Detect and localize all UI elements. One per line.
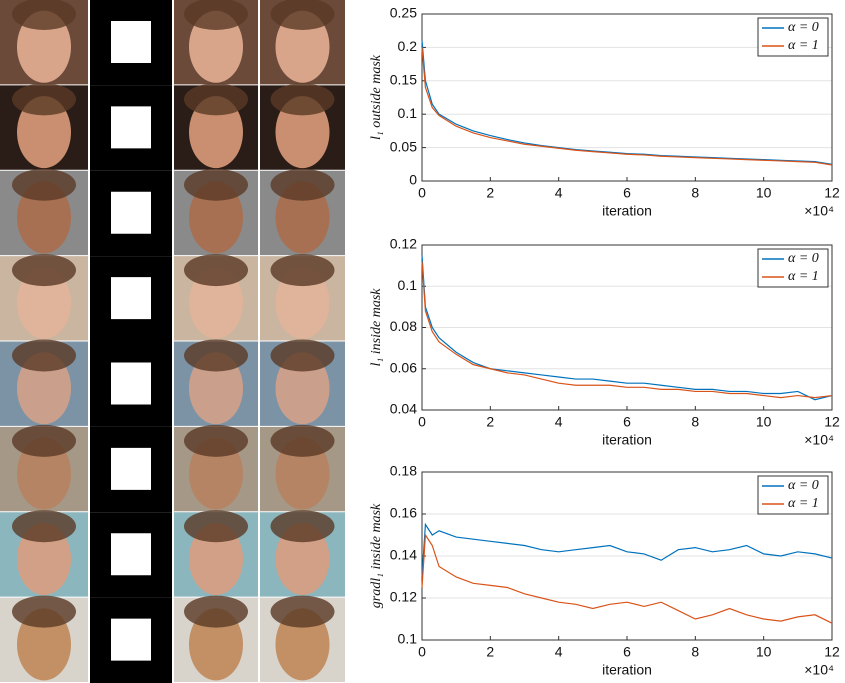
series-line	[422, 41, 832, 165]
y-tick-label: 0.14	[390, 547, 417, 563]
y-tick-label: 0	[409, 172, 417, 188]
mask-hole	[111, 363, 151, 405]
hair	[271, 510, 335, 542]
hair	[184, 596, 248, 628]
x-axis-label: iteration	[602, 203, 652, 219]
y-axis-label: l₁ inside mask	[369, 288, 384, 367]
hair	[271, 340, 335, 372]
series-line	[422, 525, 832, 578]
legend-label: α = 0	[788, 251, 819, 266]
x-axis-label: iteration	[602, 662, 652, 678]
x-tick-label: 2	[486, 414, 494, 430]
y-axis-label: l₁ outside mask	[369, 54, 384, 140]
y-tick-label: 0.1	[398, 277, 418, 293]
legend-label: α = 0	[788, 20, 819, 35]
x-tick-label: 12	[824, 185, 840, 201]
page: 0 0.05 0.1 0.15 0.2 0.25 0 2 4 6 8 10 12 iteration ×10…	[0, 0, 845, 683]
hair	[12, 254, 76, 286]
x-tick-label: 12	[824, 644, 840, 660]
hair	[12, 596, 76, 628]
hair	[184, 83, 248, 115]
x-multiplier: ×10⁴	[804, 432, 834, 448]
hair	[184, 340, 248, 372]
x-tick-label: 6	[623, 185, 631, 201]
series-line	[422, 535, 832, 623]
y-tick-label: 0.1	[398, 631, 418, 647]
y-tick-label: 0.25	[390, 5, 417, 21]
mask-hole	[111, 448, 151, 490]
y-tick-label: 0.18	[390, 463, 417, 479]
x-tick-label: 0	[418, 644, 426, 660]
x-tick-label: 10	[756, 185, 772, 201]
mask-hole	[111, 192, 151, 234]
hair	[271, 596, 335, 628]
x-tick-label: 2	[486, 185, 494, 201]
x-tick-label: 4	[555, 185, 563, 201]
x-tick-label: 6	[623, 644, 631, 660]
x-tick-label: 12	[824, 414, 840, 430]
line-chart: 0.04 0.06 0.08 0.1 0.12 0 2 4 6 8 10 12 iteration ×10…	[369, 236, 840, 448]
y-axis-label: gradl₁ inside mask	[369, 503, 384, 608]
x-tick-label: 0	[418, 414, 426, 430]
x-tick-label: 8	[691, 414, 699, 430]
mask-hole	[111, 277, 151, 319]
hair	[271, 425, 335, 457]
mask-hole	[111, 21, 151, 63]
mask-hole	[111, 533, 151, 575]
hair	[184, 254, 248, 286]
line-chart: 0.1 0.12 0.14 0.16 0.18 0 2 4 6 8 10 12 iteration ×10…	[369, 463, 840, 678]
y-tick-label: 0.1	[398, 105, 418, 121]
hair	[184, 169, 248, 201]
legend-label: α = 1	[788, 38, 819, 53]
line-chart: 0 0.05 0.1 0.15 0.2 0.25 0 2 4 6 8 10 12 iteration ×10…	[369, 5, 840, 219]
x-tick-label: 6	[623, 414, 631, 430]
mask-hole	[111, 619, 151, 661]
legend-label: α = 1	[788, 269, 819, 284]
y-tick-label: 0.12	[390, 589, 417, 605]
y-tick-label: 0.06	[390, 359, 417, 375]
x-tick-label: 4	[555, 644, 563, 660]
y-tick-label: 0.2	[398, 38, 418, 54]
hair	[12, 510, 76, 542]
x-tick-label: 10	[756, 414, 772, 430]
y-tick-label: 0.08	[390, 318, 417, 334]
y-tick-label: 0.05	[390, 138, 417, 154]
x-multiplier: ×10⁴	[804, 662, 834, 678]
legend-label: α = 0	[788, 478, 819, 493]
y-tick-label: 0.16	[390, 505, 417, 521]
hair	[12, 83, 76, 115]
legend-label: α = 1	[788, 496, 819, 511]
x-multiplier: ×10⁴	[804, 203, 834, 219]
x-tick-label: 0	[418, 185, 426, 201]
y-tick-label: 0.12	[390, 236, 417, 252]
hair	[271, 169, 335, 201]
figure: 0 0.05 0.1 0.15 0.2 0.25 0 2 4 6 8 10 12 iteration ×10…	[0, 0, 845, 683]
x-tick-label: 8	[691, 644, 699, 660]
hair	[271, 83, 335, 115]
hair	[12, 169, 76, 201]
hair	[184, 510, 248, 542]
x-tick-label: 4	[555, 414, 563, 430]
x-tick-label: 2	[486, 644, 494, 660]
hair	[12, 425, 76, 457]
mask-hole	[111, 106, 151, 148]
hair	[12, 340, 76, 372]
hair	[271, 254, 335, 286]
y-tick-label: 0.04	[390, 401, 417, 417]
x-tick-label: 8	[691, 185, 699, 201]
y-tick-label: 0.15	[390, 72, 417, 88]
x-axis-label: iteration	[602, 432, 652, 448]
x-tick-label: 10	[756, 644, 772, 660]
hair	[184, 425, 248, 457]
